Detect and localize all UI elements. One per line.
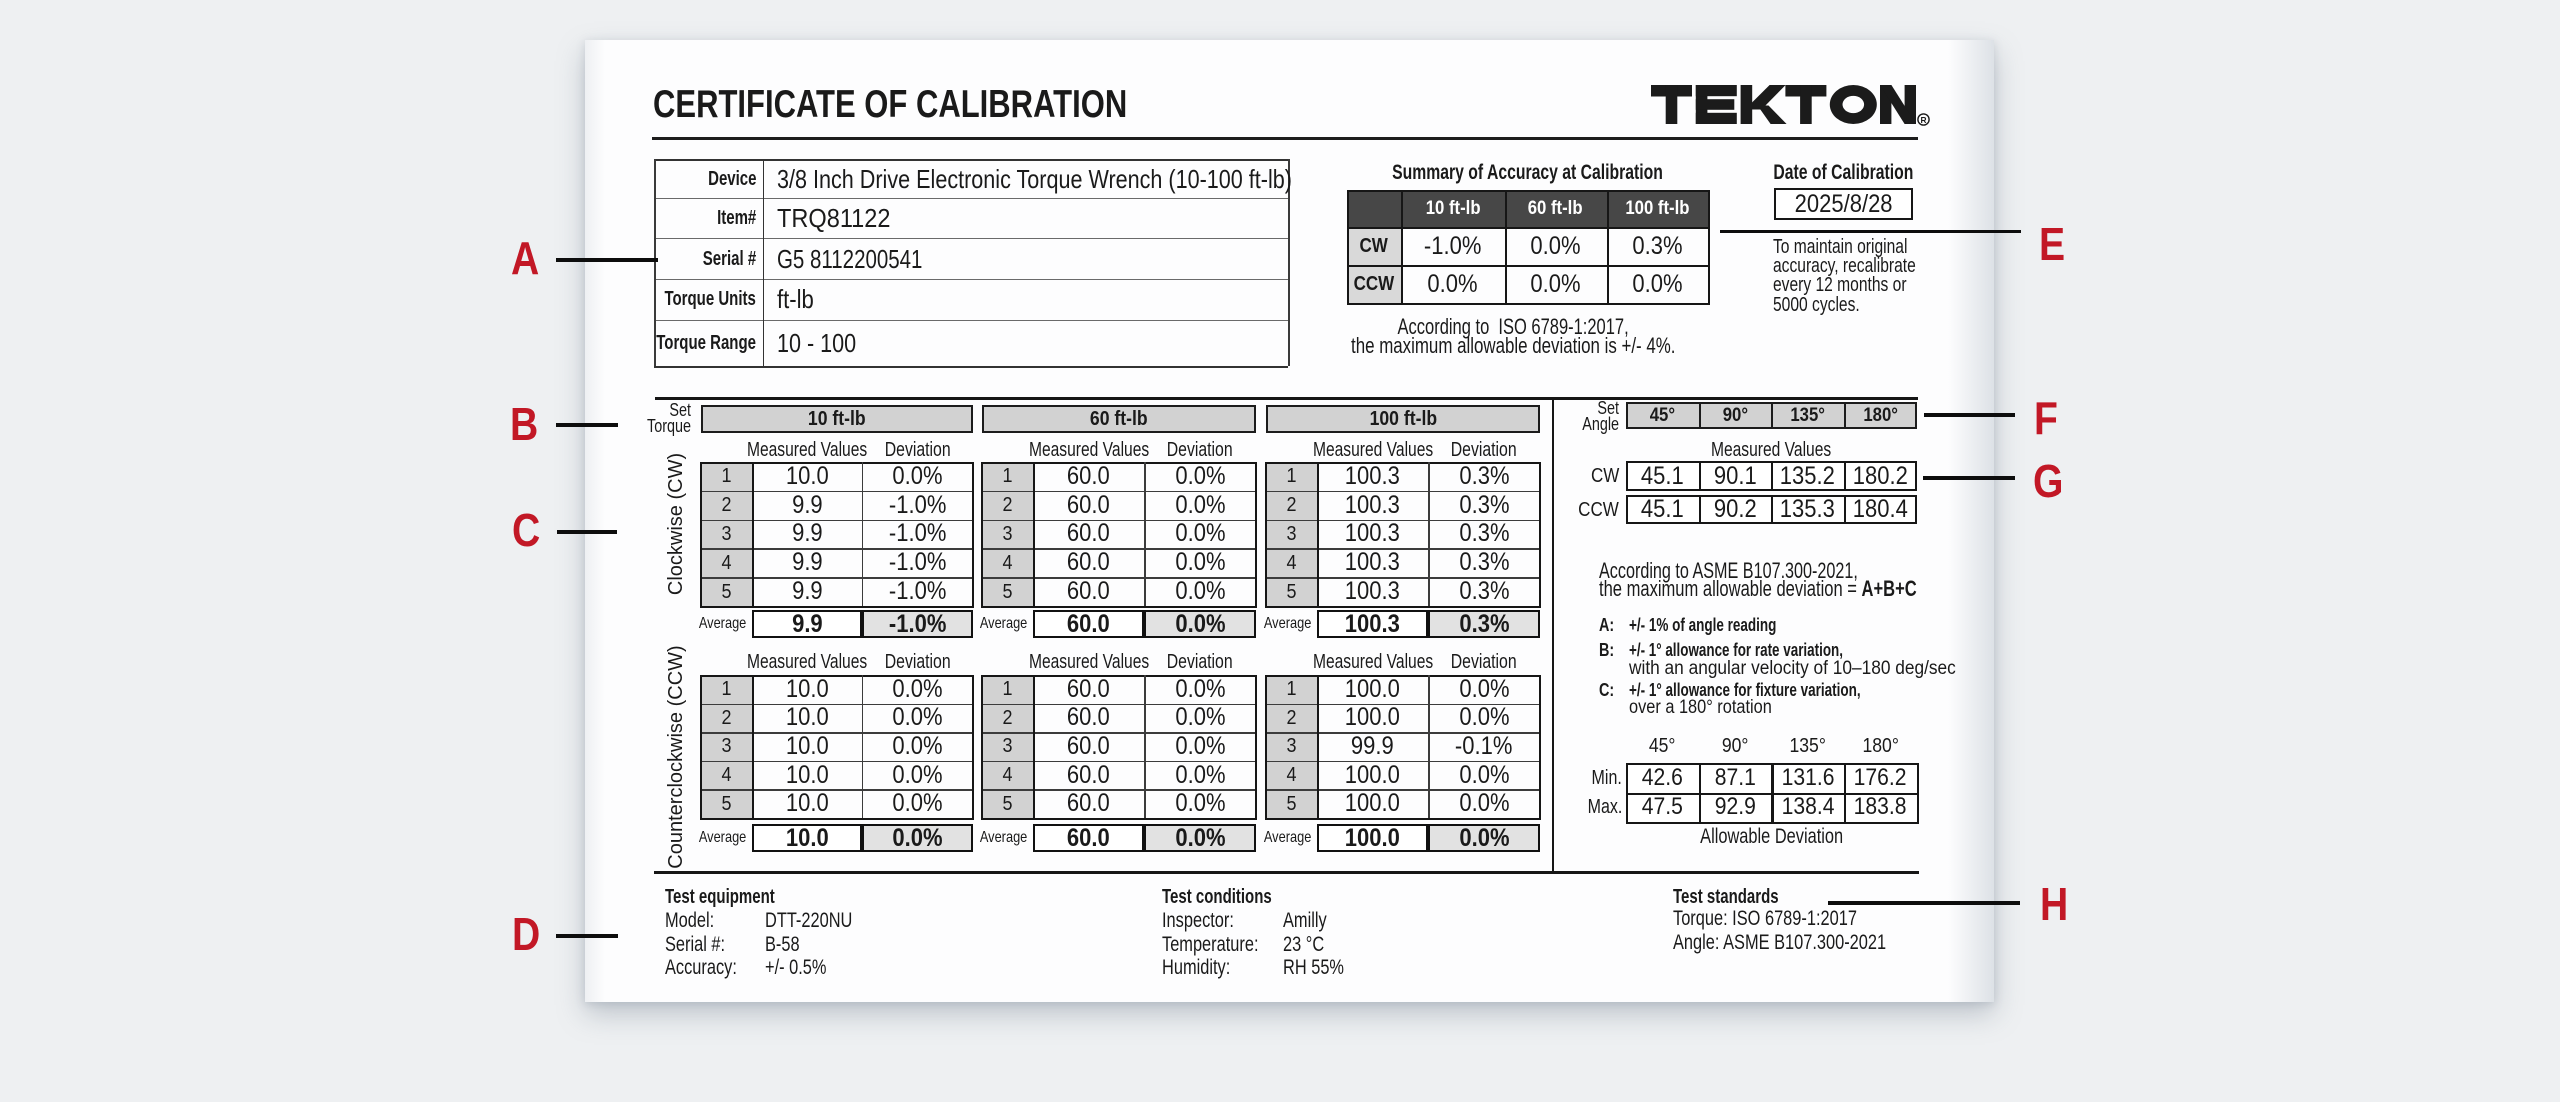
svg-text:R: R [1920, 115, 1926, 125]
